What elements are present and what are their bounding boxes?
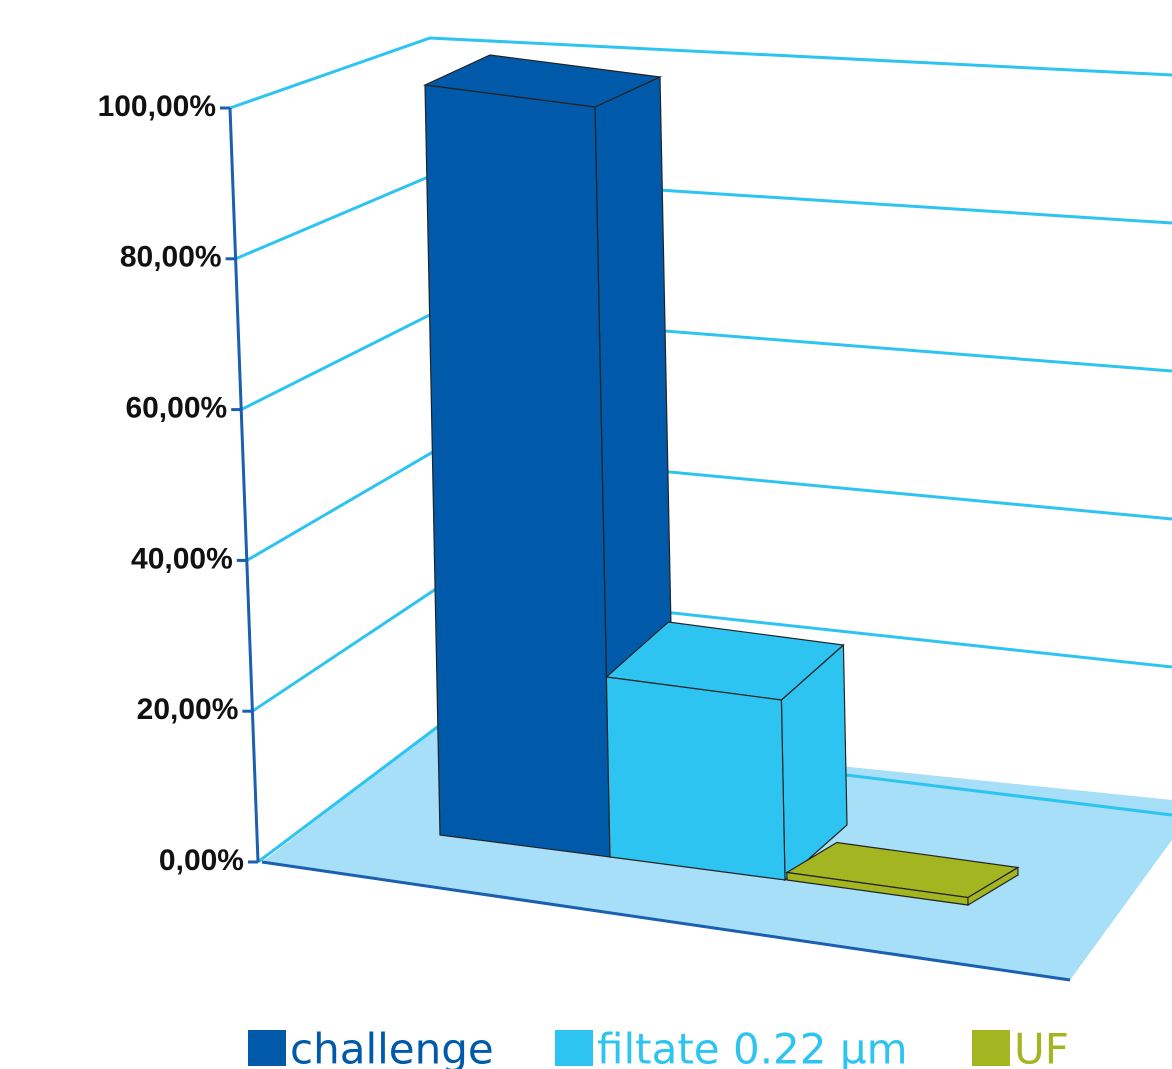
grid-line: [246, 448, 1172, 562]
legend-swatch: [248, 1030, 286, 1066]
y-axis: [228, 107, 260, 863]
legend-label: filtate 0.22 µm: [597, 1025, 908, 1069]
grid-line: [240, 311, 1172, 411]
legend-label: UF: [1014, 1025, 1069, 1069]
floor-edge: [261, 860, 1071, 982]
y-tick-label: 0,00%: [159, 844, 244, 877]
legend-swatch: [555, 1030, 593, 1066]
bar-front: [424, 84, 611, 858]
bar-front: [786, 871, 969, 906]
grid-line: [229, 36, 1172, 110]
legend-swatch: [972, 1030, 1010, 1066]
legend-label: challenge: [290, 1025, 494, 1069]
grid-line: [235, 173, 1172, 261]
y-tick-label: 100,00%: [98, 90, 216, 123]
y-tick-label: 60,00%: [125, 392, 227, 425]
bar-front: [605, 676, 786, 881]
y-tick-label: 80,00%: [120, 241, 222, 274]
y-tick-label: 40,00%: [131, 542, 233, 575]
y-tick-label: 20,00%: [137, 693, 239, 726]
